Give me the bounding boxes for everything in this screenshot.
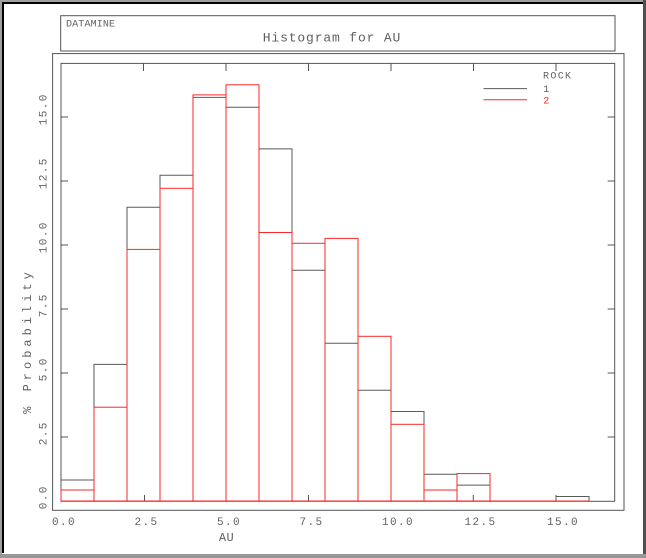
svg-text:AU: AU (219, 531, 234, 545)
svg-text:Histogram for AU: Histogram for AU (263, 31, 401, 46)
svg-text:10.0: 10.0 (382, 517, 414, 529)
svg-text:0.0: 0.0 (52, 517, 76, 529)
svg-text:2: 2 (543, 96, 549, 107)
svg-text:0.0: 0.0 (39, 485, 51, 509)
svg-text:15.0: 15.0 (39, 93, 51, 125)
svg-text:12.5: 12.5 (39, 157, 51, 189)
svg-text:% Probability: % Probability (21, 268, 35, 414)
svg-text:5.0: 5.0 (39, 357, 51, 381)
svg-text:7.5: 7.5 (300, 517, 324, 529)
svg-text:2.5: 2.5 (39, 421, 51, 445)
svg-text:12.5: 12.5 (465, 517, 497, 529)
svg-text:7.5: 7.5 (39, 293, 51, 317)
svg-text:10.0: 10.0 (39, 221, 51, 253)
svg-text:5.0: 5.0 (217, 517, 241, 529)
svg-text:DATAMINE: DATAMINE (66, 20, 115, 31)
svg-text:2.5: 2.5 (135, 517, 159, 529)
svg-text:15.0: 15.0 (547, 517, 579, 529)
svg-text:ROCK: ROCK (543, 72, 572, 83)
svg-text:1: 1 (543, 85, 549, 96)
